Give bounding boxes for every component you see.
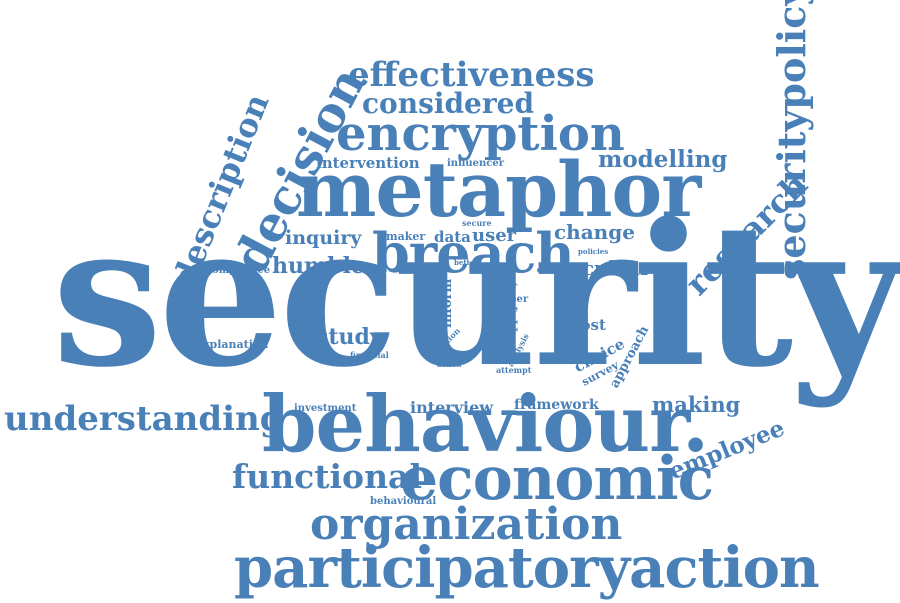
word-case: case — [496, 305, 519, 315]
word-functional: functional — [232, 457, 422, 496]
word-support: support — [505, 298, 518, 346]
word-related: related — [434, 350, 466, 360]
word-maker: maker — [386, 230, 426, 243]
word-economic: economic — [400, 444, 714, 514]
word-considered: considered — [362, 87, 535, 120]
word-user: user — [472, 225, 517, 246]
word-level: level — [494, 281, 508, 287]
word-making: making — [652, 392, 741, 417]
word-humble: humble — [272, 253, 366, 279]
word-metaphor: metaphor — [296, 145, 701, 234]
word-participatoryaction: participatoryaction — [234, 535, 820, 601]
word-action: action — [437, 360, 462, 369]
word-modelling: modelling — [598, 146, 728, 173]
word-understanding: understanding — [4, 399, 284, 439]
word-interview: interview — [410, 398, 494, 417]
word-attempt: attempt — [496, 365, 532, 375]
word-secure: secure — [462, 218, 492, 228]
word-behavioural: behavioural — [370, 496, 437, 507]
word-organization: organization — [310, 499, 623, 550]
word-effectiveness: effectiveness — [348, 55, 595, 95]
word-post: post — [570, 316, 606, 334]
word-inform: inform — [440, 278, 455, 328]
word-investment: investment — [294, 403, 357, 414]
word-policies: policies — [578, 247, 609, 256]
word-present: present — [425, 285, 438, 332]
word-compliance: compliance — [206, 265, 271, 276]
word-change: change — [554, 220, 635, 244]
word-study: study — [316, 324, 383, 350]
word-left: left — [496, 315, 506, 321]
word-explanation: explanation — [196, 338, 269, 351]
word-better: better — [454, 258, 478, 267]
word-security: security — [52, 181, 900, 411]
word-securitypolicy: securitypolicy — [769, 0, 814, 280]
word-influencer: influencer — [447, 158, 504, 169]
word-data: data — [434, 228, 471, 246]
word-inquiry: inquiry — [285, 227, 362, 249]
word-paper: paper — [496, 294, 529, 305]
word-framework: framework — [514, 397, 599, 413]
word-breach: breach — [372, 221, 575, 285]
word-use: use — [508, 282, 518, 288]
word-intervention: intervention — [316, 154, 420, 172]
word-fault: fault — [496, 289, 510, 295]
word-behaviour: behaviour. — [262, 379, 709, 470]
word-encryption: encryption — [336, 106, 625, 162]
word-financial: financial — [350, 350, 389, 360]
word-culture: culture — [582, 256, 664, 280]
